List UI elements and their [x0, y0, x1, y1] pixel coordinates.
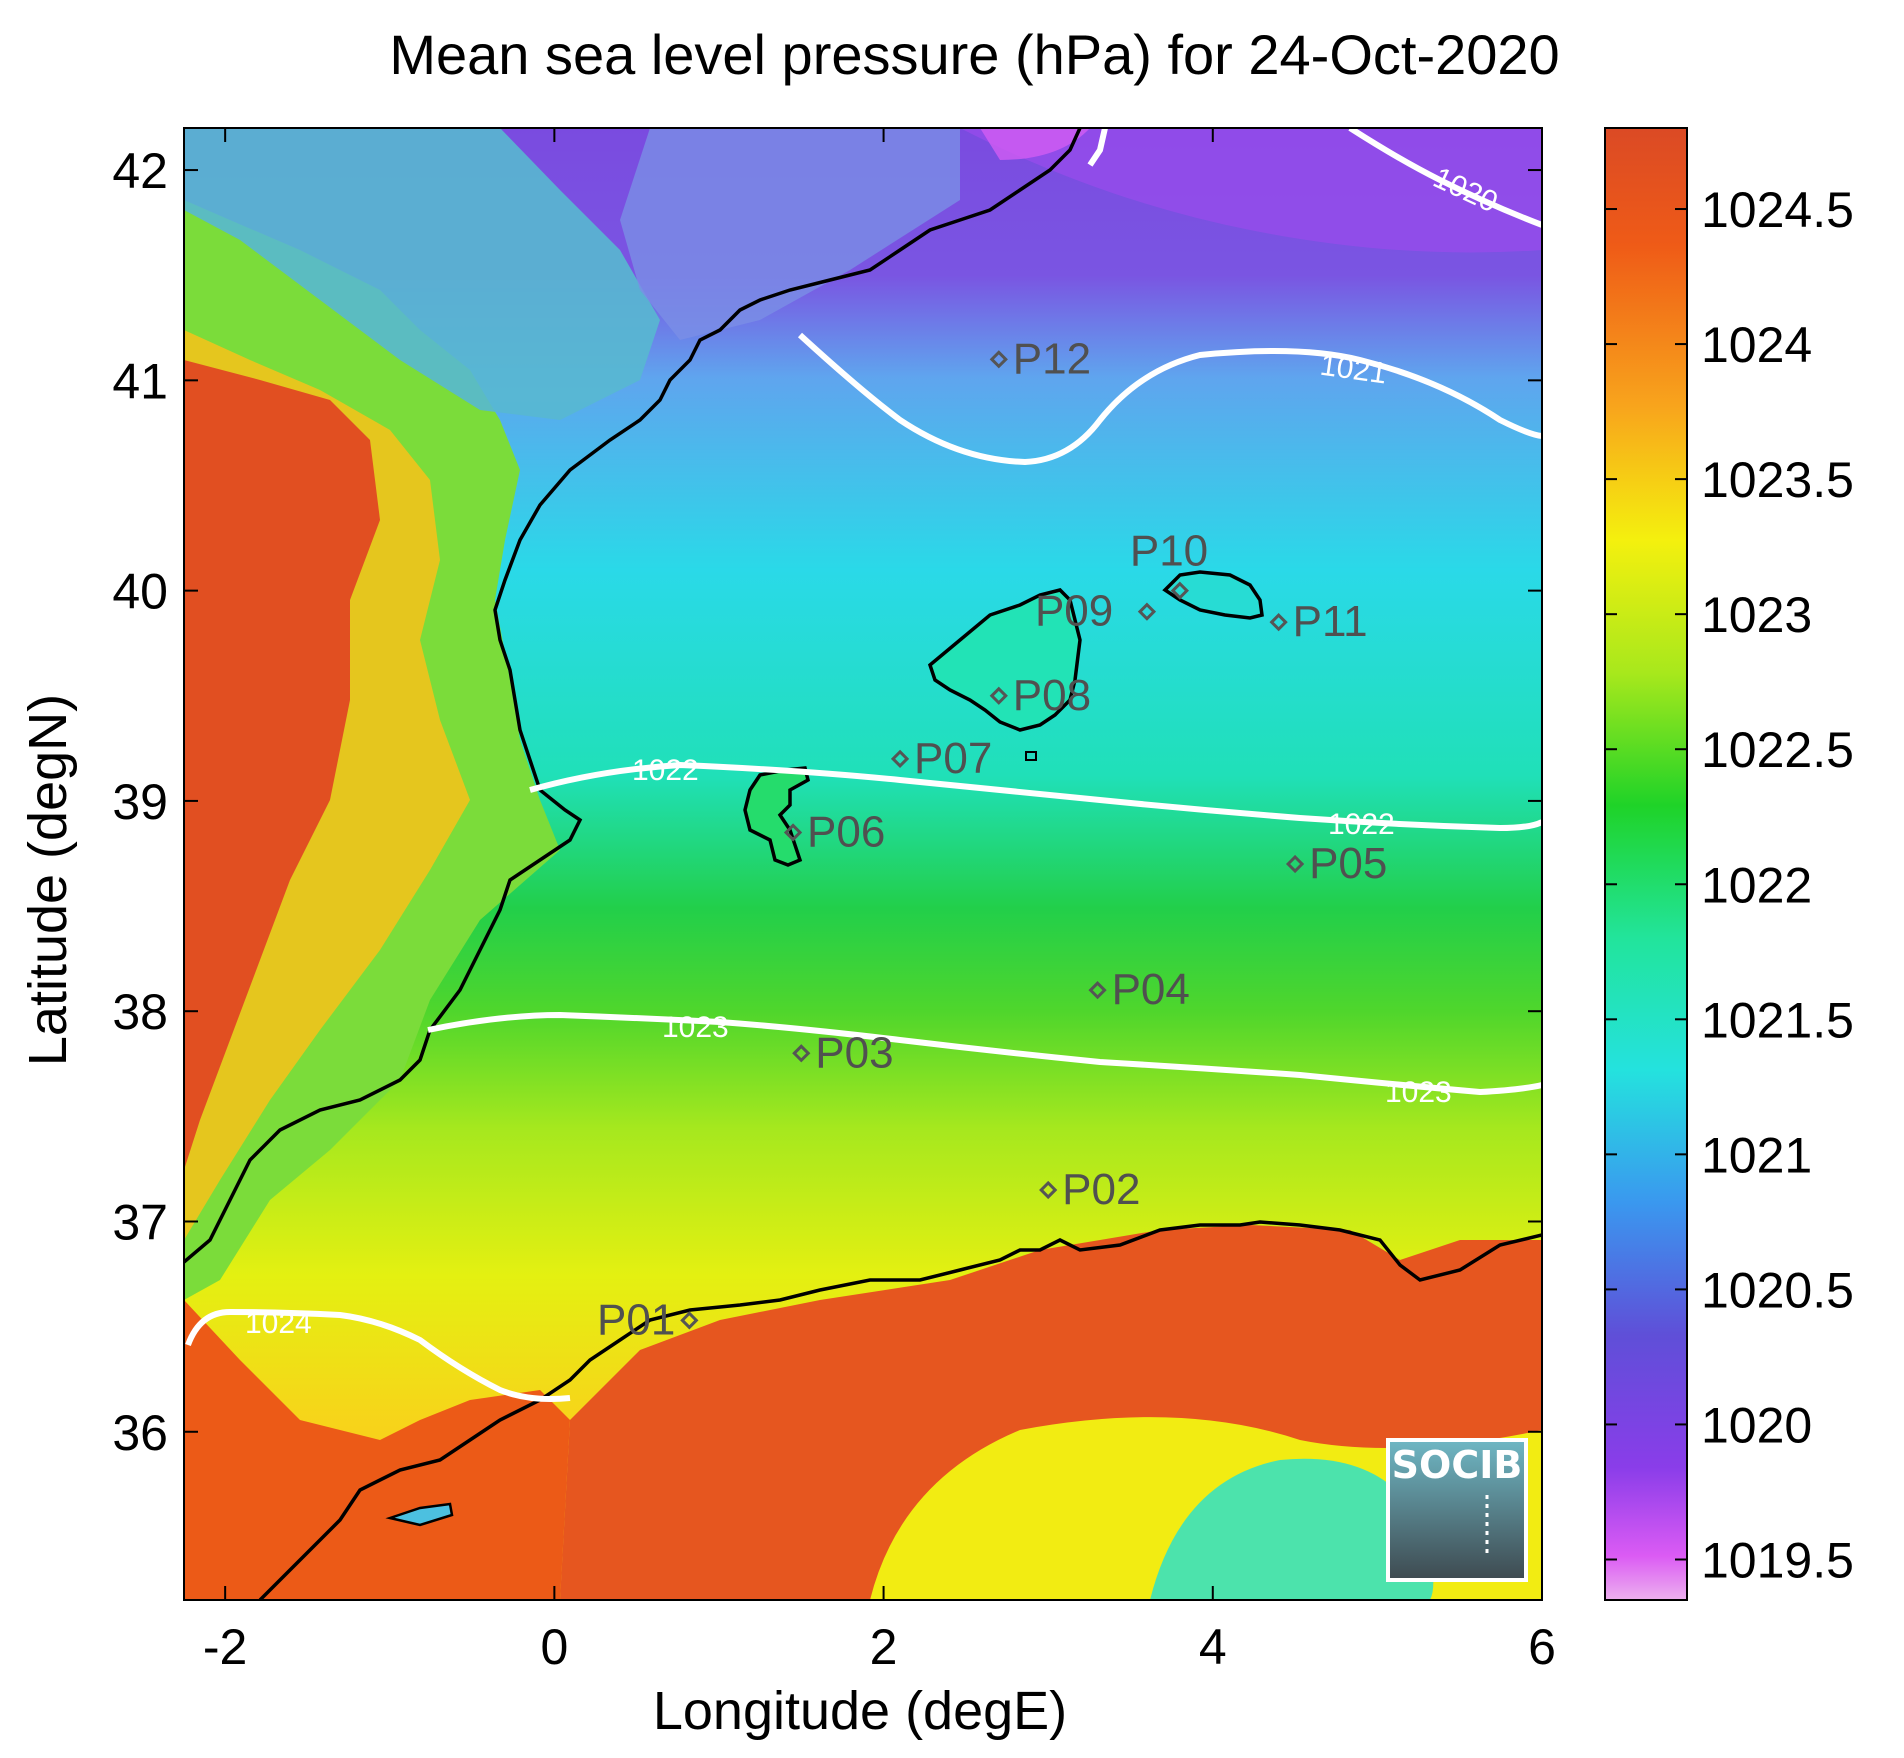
station-label: P08 — [1013, 671, 1091, 720]
contour-label-1022-east: 1022 — [1328, 808, 1395, 841]
x-tick-label: 4 — [1199, 1619, 1227, 1675]
colorbar-tick-label: 1021.5 — [1701, 992, 1854, 1048]
y-tick-label: 37 — [112, 1194, 168, 1250]
x-tick-label: 6 — [1528, 1619, 1556, 1675]
contour-label-1024: 1024 — [245, 1307, 312, 1340]
iberia-north-land — [184, 128, 660, 420]
mallorca-island — [927, 588, 1082, 732]
contour-label-1023-east: 1023 — [1385, 1076, 1452, 1109]
africa-coastline — [258, 1220, 1542, 1600]
station-label: P12 — [1013, 334, 1091, 383]
alboran-island — [385, 1502, 454, 1527]
station-p04: P04 — [1088, 965, 1190, 1014]
contour-1023 — [427, 1011, 1542, 1096]
x-tick-label: 0 — [540, 1619, 568, 1675]
y-tick-label: 39 — [112, 774, 168, 830]
contour-1024 — [185, 1308, 571, 1402]
x-tick-label: -2 — [203, 1619, 247, 1675]
colorbar-tick-label: 1021 — [1701, 1127, 1812, 1183]
colorbar — [1604, 127, 1688, 1601]
plot-frame — [183, 127, 1543, 1601]
station-p08: P08 — [989, 671, 1091, 720]
y-tick-label: 36 — [112, 1405, 168, 1461]
station-marker — [1170, 581, 1189, 600]
contour-1020 — [1348, 128, 1542, 228]
colorbar-tick-label: 1020 — [1701, 1397, 1812, 1453]
station-p06: P06 — [783, 807, 885, 856]
station-label: P11 — [1293, 597, 1368, 646]
contour-label-1023-west: 1023 — [662, 1011, 729, 1044]
station-label: P09 — [1035, 587, 1113, 636]
socib-logo-text: SOCIB — [1392, 1443, 1523, 1487]
station-p02: P02 — [1039, 1165, 1140, 1214]
contour-label-1022-west: 1022 — [632, 754, 699, 787]
contour-1022 — [529, 761, 1542, 832]
colorbar-tick-label: 1024 — [1701, 317, 1812, 373]
station-label: P02 — [1062, 1165, 1140, 1214]
station-marker — [989, 686, 1008, 705]
y-tick-label: 40 — [112, 564, 168, 620]
y-tick-label: 42 — [112, 143, 168, 199]
station-marker — [1269, 613, 1288, 632]
station-p07: P07 — [890, 734, 992, 783]
station-marker — [1088, 981, 1107, 1000]
station-p10: P10 — [1130, 527, 1208, 600]
colorbar-tick-label: 1024.5 — [1701, 182, 1854, 238]
station-label: P04 — [1112, 965, 1190, 1014]
southwest-high-pressure — [184, 1300, 570, 1600]
station-label: P01 — [597, 1295, 675, 1344]
y-tick-label: 38 — [112, 984, 168, 1040]
station-p12: P12 — [989, 334, 1091, 383]
station-marker — [680, 1311, 699, 1330]
station-marker — [989, 350, 1008, 369]
colorbar-tick-label: 1022 — [1701, 857, 1812, 913]
x-tick-label: 2 — [870, 1619, 898, 1675]
africa-cyan-zone — [1150, 1458, 1434, 1600]
contour-1021 — [797, 332, 1542, 466]
iberia-high-pressure — [184, 360, 380, 1170]
low-pressure-patch — [980, 128, 1090, 160]
colorbar-ticks: 1024.5 1024 1023.5 1023 1022.5 1022 1021.5 1021… — [1605, 182, 1854, 1588]
cabrera-island — [1025, 751, 1037, 761]
station-marker — [1137, 602, 1157, 621]
station-label: P06 — [807, 807, 885, 856]
contour-1021-north — [1087, 128, 1108, 167]
station-marker — [1285, 854, 1305, 874]
map-title: Mean sea level pressure (hPa) for 24-Oct… — [389, 23, 1560, 86]
station-marker — [792, 1044, 811, 1063]
station-label: P10 — [1130, 527, 1208, 576]
station-markers: P01 P02 P03 P04 P05 P06 P07 P08 P09 P10 P11 P12 — [597, 334, 1387, 1344]
catalonia-land — [620, 128, 960, 340]
x-axis-label: Longitude (degE) — [652, 1681, 1068, 1741]
station-marker — [1039, 1180, 1058, 1200]
station-p01: P01 — [597, 1295, 699, 1344]
station-p11: P11 — [1269, 597, 1368, 646]
socib-logo: SOCIB — [1386, 1438, 1528, 1582]
axis-ticks: -2 0 2 4 6 42 41 40 39 38 37 36 — [112, 128, 1556, 1675]
colorbar-tick-label: 1023 — [1701, 587, 1812, 643]
station-p09: P09 — [1035, 587, 1157, 636]
map-field: 1020 1021 1022 1022 1023 1023 1024 P01P0… — [184, 128, 1542, 1600]
station-label: P07 — [914, 734, 992, 783]
colorbar-tick-label: 1020.5 — [1701, 1262, 1854, 1318]
menorca-island — [1162, 570, 1264, 620]
colorbar-tick-label: 1022.5 — [1701, 722, 1854, 778]
station-marker — [890, 749, 910, 768]
colorbar-tick-label: 1023.5 — [1701, 452, 1854, 508]
station-label: P03 — [815, 1028, 893, 1077]
y-tick-label: 41 — [112, 353, 168, 409]
station-marker — [783, 823, 803, 842]
iberia-coastline — [184, 128, 1082, 1264]
colorbar-tick-label: 1019.5 — [1701, 1532, 1854, 1588]
station-label: P05 — [1309, 839, 1387, 888]
station-p03: P03 — [792, 1028, 894, 1077]
station-p05: P05 — [1285, 839, 1387, 888]
